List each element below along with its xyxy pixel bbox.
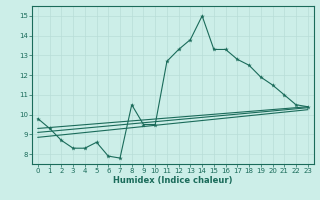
X-axis label: Humidex (Indice chaleur): Humidex (Indice chaleur) [113,176,233,185]
